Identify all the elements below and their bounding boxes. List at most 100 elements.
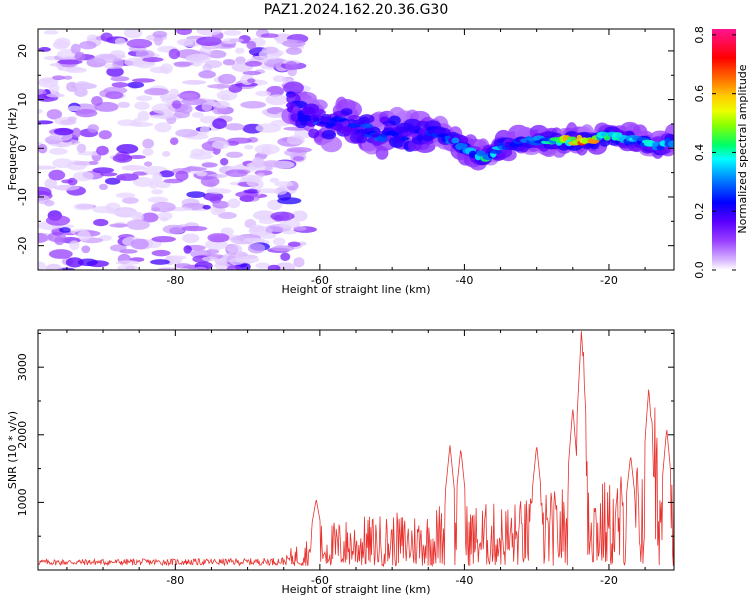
heatmap-noise-cell	[87, 124, 99, 133]
x-tick-label: -60	[311, 574, 329, 587]
heatmap-noise-cell	[226, 265, 242, 270]
heatmap-noise-cell	[71, 127, 81, 139]
heatmap-noise-cell	[114, 37, 126, 46]
heatmap-noise-cell	[161, 150, 171, 157]
heatmap-noise-cell	[218, 73, 236, 85]
snr-panel: -80 -60 -40 -20 1000 2000 3000 Height of stra…	[6, 329, 675, 596]
heatmap-noise-cell	[91, 95, 103, 106]
heatmap-noise-cell	[198, 70, 216, 79]
heatmap-noise-cell	[100, 32, 113, 42]
heatmap-noise-cell	[227, 198, 241, 209]
heatmap-noise-cell	[272, 75, 286, 83]
heatmap-ridge-cell	[400, 136, 410, 141]
heatmap-ridge-cell	[422, 134, 433, 142]
heatmap-noise-cell	[123, 29, 143, 39]
heatmap-noise-cell	[169, 137, 179, 146]
spectrogram-panel: -80 -60 -40 -20 -20 -10 0 10 20 Height of strai…	[6, 28, 675, 296]
heatmap-noise-cell	[253, 210, 276, 221]
heatmap-noise-cell	[77, 230, 91, 241]
heatmap-noise-cell	[119, 249, 138, 254]
heatmap-noise-cell	[257, 188, 280, 194]
heatmap-noise-cell	[151, 189, 164, 195]
heatmap-noise-cell	[150, 259, 171, 265]
heatmap-ridge-cell	[340, 108, 353, 116]
heatmap-noise-cell	[182, 233, 200, 244]
heatmap-noise-cell	[142, 147, 154, 156]
heatmap-noise-cell	[222, 252, 237, 263]
spectrogram-heatmap	[38, 29, 674, 270]
heatmap-ridge-cell	[667, 140, 674, 148]
heatmap-noise-cell	[38, 120, 54, 125]
heatmap-noise-cell	[243, 144, 254, 150]
heatmap-noise-cell	[229, 38, 244, 43]
colorbar-tick-label: 0.4	[693, 144, 706, 162]
snr-series-line	[38, 331, 674, 568]
heatmap-noise-cell	[142, 138, 154, 149]
heatmap-noise-cell	[62, 75, 73, 80]
heatmap-noise-cell	[207, 233, 230, 243]
heatmap-noise-cell	[227, 137, 253, 144]
heatmap-noise-cell	[222, 58, 236, 66]
heatmap-noise-cell	[132, 171, 149, 176]
heatmap-noise-cell	[285, 47, 303, 55]
heatmap-ridge-cell	[320, 116, 333, 123]
heatmap-noise-cell	[261, 46, 279, 54]
heatmap-noise-cell	[211, 140, 230, 150]
heatmap-noise-cell	[54, 236, 65, 246]
heatmap-noise-cell	[151, 236, 176, 243]
heatmap-noise-cell	[110, 76, 130, 82]
snr-y-axis: 1000 2000 3000	[16, 332, 674, 537]
heatmap-noise-cell	[52, 75, 66, 81]
heatmap-noise-cell	[115, 192, 136, 199]
heatmap-ridge-cell	[306, 120, 316, 127]
heatmap-noise-cell	[181, 225, 208, 232]
heatmap-noise-cell	[254, 143, 280, 155]
heatmap-noise-cell	[202, 204, 211, 210]
heatmap-noise-cell	[220, 158, 229, 166]
heatmap-noise-cell	[247, 78, 256, 84]
heatmap-noise-cell	[240, 101, 267, 109]
heatmap-noise-cell	[207, 84, 232, 89]
heatmap-noise-cell	[280, 252, 291, 262]
heatmap-noise-cell	[93, 53, 118, 64]
heatmap-noise-cell	[176, 38, 194, 46]
heatmap-noise-cell	[74, 51, 86, 62]
heatmap-noise-cell	[134, 101, 150, 111]
heatmap-noise-cell	[38, 165, 57, 170]
heatmap-noise-cell	[255, 262, 270, 269]
heatmap-ridge-cell	[356, 134, 368, 144]
heatmap-noise-cell	[218, 212, 237, 219]
y-tick-label: 3000	[16, 353, 29, 381]
heatmap-noise-cell	[282, 39, 306, 48]
heatmap-noise-cell	[260, 33, 279, 38]
heatmap-noise-cell	[131, 78, 156, 83]
heatmap-noise-cell	[242, 70, 262, 76]
heatmap-noise-cell	[285, 60, 298, 71]
heatmap-noise-cell	[274, 181, 294, 188]
snr-y-label: SNR (10 * v/v)	[6, 411, 19, 489]
heatmap-ridge-cell	[352, 119, 366, 125]
heatmap-noise-cell	[140, 212, 159, 223]
heatmap-noise-cell	[181, 98, 207, 105]
heatmap-noise-cell	[152, 172, 163, 184]
heatmap-noise-cell	[116, 173, 139, 181]
heatmap-noise-cell	[117, 264, 139, 270]
heatmap-noise-cell	[135, 49, 155, 59]
heatmap-noise-cell	[270, 211, 295, 221]
heatmap-noise-cell	[73, 203, 94, 211]
heatmap-ridge-cell	[388, 115, 401, 126]
heatmap-noise-cell	[255, 90, 272, 97]
heatmap-noise-cell	[38, 232, 49, 244]
heatmap-noise-cell	[169, 88, 180, 98]
heatmap-noise-cell	[244, 60, 263, 67]
heatmap-noise-cell	[156, 267, 179, 270]
heatmap-noise-cell	[149, 66, 170, 74]
heatmap-noise-cell	[46, 93, 65, 98]
heatmap-noise-cell	[52, 158, 74, 169]
x-tick-label: -20	[600, 274, 618, 287]
heatmap-noise-cell	[147, 196, 169, 203]
heatmap-noise-cell	[272, 237, 286, 246]
heatmap-noise-cell	[45, 263, 63, 270]
x-tick-label: -20	[600, 574, 618, 587]
heatmap-noise-cell	[67, 177, 78, 186]
